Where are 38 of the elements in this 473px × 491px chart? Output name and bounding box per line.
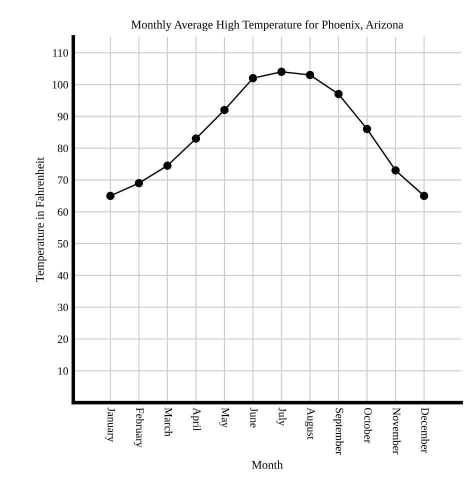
x-tick-label: July	[276, 408, 287, 426]
y-tick-label: 20	[58, 335, 68, 343]
y-tick-label: 90	[58, 112, 68, 120]
y-tick-label: 50	[58, 240, 68, 248]
x-tick-label: March	[164, 408, 172, 436]
x-tick-label: October	[364, 408, 372, 444]
y-tick-label: 10	[58, 367, 68, 375]
y-tick-label: 100	[52, 81, 68, 88]
x-tick-label: June	[250, 408, 258, 428]
y-tick-label: 60	[58, 208, 68, 216]
x-tick-label: December	[421, 408, 430, 454]
point	[277, 68, 286, 76]
point	[163, 161, 172, 170]
x-axis-title: Month	[252, 460, 283, 469]
y-tick-label: 80	[58, 144, 68, 152]
point	[106, 192, 115, 200]
chart-title: Monthly Average High Temperature for Phoenix, Arizona	[131, 20, 404, 32]
point	[334, 90, 343, 98]
y-tick-label: 110	[53, 49, 68, 57]
y-axis-title: Temperature in Fahrenheit	[36, 157, 46, 282]
point	[220, 106, 229, 114]
point	[362, 124, 372, 134]
point	[192, 134, 200, 143]
x-tick-label: April	[190, 408, 201, 431]
x-tick-label: May	[219, 408, 230, 428]
point	[420, 192, 428, 200]
x-tick-label: January	[105, 408, 116, 442]
x-tick-label: November	[392, 408, 401, 454]
x-tick-label: September	[334, 408, 344, 455]
point	[391, 166, 400, 175]
point	[306, 70, 314, 80]
point	[134, 178, 144, 188]
x-tick-label: February	[134, 408, 144, 448]
point	[248, 74, 258, 82]
y-tick-label: 40	[58, 272, 68, 280]
y-tick-label: 30	[58, 304, 68, 312]
x-tick-label: August	[304, 408, 315, 440]
y-tick-label: 70	[58, 176, 68, 184]
